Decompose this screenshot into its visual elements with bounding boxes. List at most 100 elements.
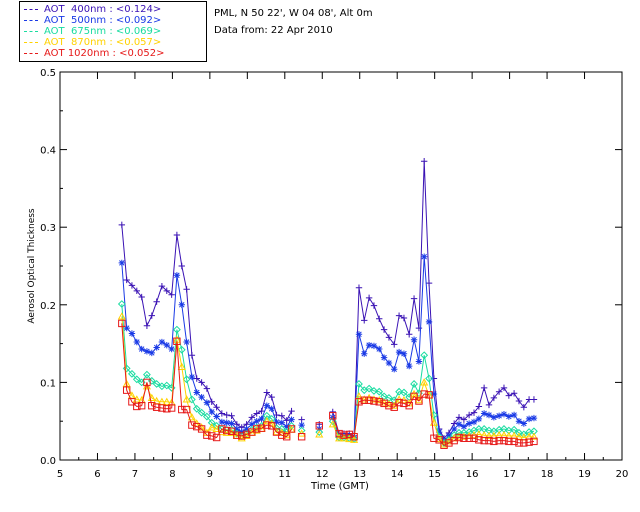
data-point — [168, 345, 175, 353]
data-point — [380, 399, 388, 408]
data-point — [525, 438, 533, 446]
data-point — [163, 341, 170, 349]
data-point — [510, 437, 518, 446]
data-point — [420, 351, 429, 360]
data-point — [335, 429, 343, 438]
data-point — [365, 341, 373, 349]
data-point — [153, 344, 160, 351]
data-point — [167, 404, 176, 412]
data-point — [283, 417, 290, 424]
legend-item: AOT 1020nm : <0.052> — [24, 48, 164, 59]
data-point — [380, 326, 388, 333]
legend-label: AOT 870nm : <0.057> — [44, 37, 162, 48]
data-point — [158, 282, 166, 290]
data-point — [278, 431, 286, 439]
data-point — [148, 349, 155, 357]
data-point — [178, 262, 185, 270]
data-point — [128, 369, 136, 378]
legend-swatch — [24, 31, 38, 32]
data-point — [223, 411, 230, 419]
data-point — [117, 300, 126, 308]
data-point — [360, 396, 368, 404]
data-point — [177, 362, 186, 370]
data-point — [480, 436, 488, 445]
data-point — [213, 404, 220, 411]
data-point — [515, 428, 523, 437]
x-tick-label: 19 — [578, 469, 591, 480]
legend-label: AOT 400nm : <0.124> — [44, 4, 162, 15]
data-point — [328, 420, 337, 428]
data-point — [500, 436, 508, 445]
data-point — [485, 401, 493, 409]
data-point — [158, 338, 166, 346]
data-point — [390, 403, 398, 411]
y-axis-label: Aerosol Optical Thickness — [27, 208, 37, 324]
data-point — [475, 436, 483, 444]
data-point — [198, 379, 205, 386]
x-tick-label: 17 — [503, 469, 516, 480]
data-point — [365, 384, 374, 393]
data-point — [455, 421, 463, 428]
data-point — [267, 414, 276, 423]
data-point — [128, 330, 136, 337]
data-point — [198, 393, 205, 401]
data-point — [361, 317, 368, 324]
data-point — [420, 253, 428, 260]
data-point — [137, 401, 146, 410]
data-point — [450, 420, 458, 427]
data-point — [263, 402, 271, 409]
data-point — [505, 437, 513, 446]
x-tick-label: 14 — [391, 469, 404, 480]
data-point — [188, 352, 196, 359]
legend-swatch — [24, 9, 38, 10]
y-tick-label: 0.2 — [40, 301, 56, 312]
station-info: PML, N 50 22', W 04 08', Alt 0m — [214, 8, 373, 19]
data-point — [173, 337, 181, 345]
data-point — [315, 428, 324, 436]
chart-legend: AOT 400nm : <0.124> AOT 500nm : <0.092> … — [19, 1, 207, 62]
data-point — [183, 286, 190, 293]
data-point — [183, 338, 190, 346]
data-point — [242, 430, 251, 439]
data-point — [395, 312, 403, 319]
data-point — [376, 315, 383, 322]
data-point — [178, 301, 185, 308]
data-point — [460, 416, 468, 423]
data-point — [505, 392, 513, 399]
data-point — [182, 375, 191, 384]
data-point — [515, 418, 523, 425]
series-aot-1020nm — [118, 319, 538, 449]
series-aot-870nm — [117, 312, 539, 448]
data-point — [470, 434, 478, 442]
data-point — [475, 403, 483, 410]
data-point — [297, 433, 306, 441]
legend-label: AOT 675nm : <0.069> — [44, 26, 162, 37]
series-layer — [117, 158, 539, 449]
data-point — [118, 319, 126, 328]
data-point — [248, 414, 256, 421]
data-point — [370, 342, 378, 350]
data-point — [267, 422, 276, 430]
legend-swatch — [24, 20, 38, 21]
data-point — [385, 401, 393, 410]
data-point — [228, 412, 235, 419]
data-point — [182, 405, 191, 414]
data-point — [391, 341, 398, 348]
data-point — [530, 437, 538, 446]
data-point — [287, 425, 296, 433]
data-point — [495, 388, 503, 395]
data-point — [278, 419, 286, 426]
data-point — [203, 385, 211, 392]
data-point — [253, 418, 260, 425]
data-point — [148, 401, 156, 410]
data-point — [405, 331, 413, 338]
data-point — [400, 314, 408, 322]
data-point — [162, 397, 171, 405]
data-point — [361, 350, 368, 357]
data-point — [193, 375, 200, 382]
data-point — [228, 420, 235, 427]
data-point — [410, 295, 418, 302]
data-point — [283, 423, 290, 430]
data-point — [480, 384, 488, 392]
data-point — [415, 358, 423, 365]
